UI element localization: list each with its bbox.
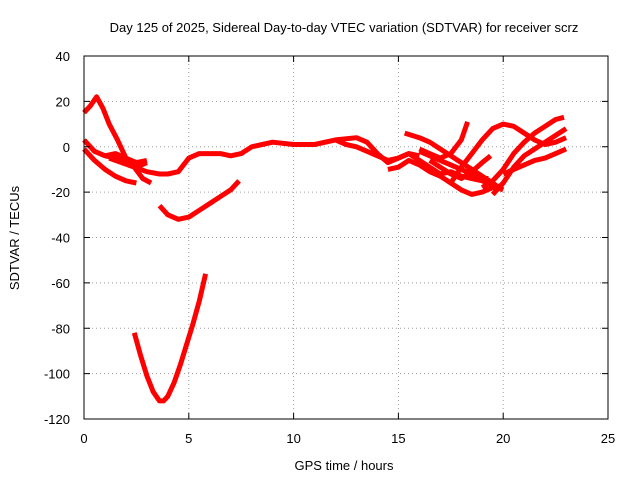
series-line-sat-e [108,135,420,177]
series-line-sat-d [104,151,148,166]
x-tick-label: 15 [391,431,405,446]
series-line-sat-o [490,126,568,197]
x-axis-label: GPS time / hours [295,458,394,473]
series-line-sat-i [387,157,504,197]
x-tick-label: 5 [185,431,192,446]
x-tick-label: 0 [80,431,87,446]
y-tick-label: 40 [56,49,70,64]
y-tick-label: 20 [56,94,70,109]
series-line-sat-h [334,137,505,193]
y-tick-label: -20 [51,185,70,200]
series-line-sat-p [502,146,568,177]
axis-ticks: 0 5 10 15 20 25 -120 -100 -80 -60 -40 -20 0 20 40 [44,49,615,446]
x-tick-label: 25 [601,431,615,446]
y-axis-label: SDTVAR / TECUs [7,185,22,290]
series-line-sat-l [428,153,493,181]
series-line-sat-c [82,147,137,186]
series-line-sat-q [418,149,489,181]
y-tick-label: -120 [44,412,70,427]
y-tick-label: -80 [51,321,70,336]
series-line-sat-g [131,273,209,404]
y-tick-label: -60 [51,276,70,291]
series-line-sat-n [480,114,565,190]
series-line-sat-f [157,179,241,222]
data-series [82,94,568,404]
y-tick-label: -100 [44,367,70,382]
series-line-sat-a [82,94,153,186]
series-line-sat-m [448,121,568,185]
x-tick-label: 20 [496,431,510,446]
y-tick-label: -40 [51,231,70,246]
y-tick-label: 0 [63,140,70,155]
chart-title: Day 125 of 2025, Sidereal Day-to-day VTE… [110,20,579,35]
x-tick-label: 10 [286,431,300,446]
